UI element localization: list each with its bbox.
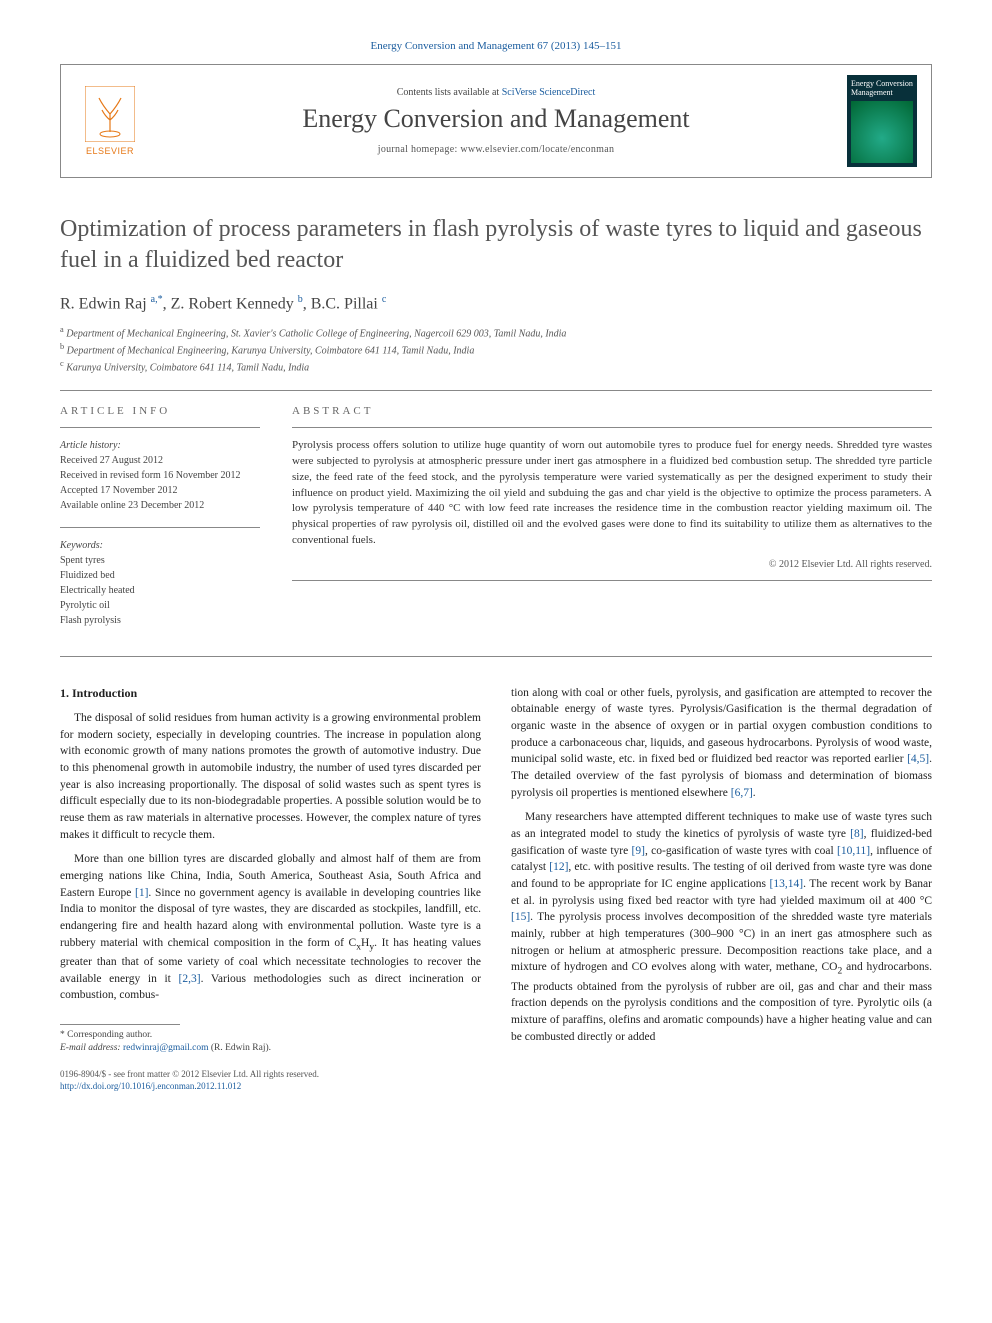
divider	[60, 427, 260, 428]
doi-link[interactable]: http://dx.doi.org/10.1016/j.enconman.201…	[60, 1081, 241, 1091]
article-info-heading: ARTICLE INFO	[60, 405, 260, 417]
keyword: Spent tyres	[60, 553, 260, 568]
citation-link[interactable]: [9]	[632, 845, 645, 857]
page-root: Energy Conversion and Management 67 (201…	[0, 0, 992, 1133]
citation-link[interactable]: [15]	[511, 911, 530, 923]
corr-email-link[interactable]: redwinraj@gmail.com	[123, 1043, 209, 1053]
history-group: Article history: Received 27 August 2012…	[60, 438, 260, 513]
affil-c: c Karunya University, Coimbatore 641 114…	[60, 358, 932, 375]
affil-c-text: Karunya University, Coimbatore 641 114, …	[66, 363, 309, 374]
affil-a: a Department of Mechanical Engineering, …	[60, 324, 932, 341]
affil-b: b Department of Mechanical Engineering, …	[60, 341, 932, 358]
corr-email-whom: (R. Edwin Raj).	[209, 1043, 272, 1053]
citation-link[interactable]: [2,3]	[179, 973, 201, 985]
citation-link[interactable]: [1]	[135, 887, 148, 899]
citation-link[interactable]: [4,5]	[907, 753, 929, 765]
keyword: Electrically heated	[60, 583, 260, 598]
divider	[292, 580, 932, 581]
body-para: More than one billion tyres are discarde…	[60, 851, 481, 1004]
footnote-rule	[60, 1024, 180, 1025]
corr-email-line: E-mail address: redwinraj@gmail.com (R. …	[60, 1042, 481, 1055]
body-para: The disposal of solid residues from huma…	[60, 710, 481, 843]
abstract-block: ABSTRACT Pyrolysis process offers soluti…	[292, 405, 932, 642]
elsevier-tree-icon	[85, 86, 135, 142]
body-two-column: 1. Introduction The disposal of solid re…	[60, 685, 932, 1056]
section-heading-intro: 1. Introduction	[60, 685, 481, 702]
col-left: 1. Introduction The disposal of solid re…	[60, 685, 481, 1056]
journal-name: Energy Conversion and Management	[161, 104, 831, 134]
history-label: Article history:	[60, 438, 260, 453]
abstract-copyright: © 2012 Elsevier Ltd. All rights reserved…	[292, 559, 932, 570]
cover-title: Energy Conversion Management	[851, 79, 913, 97]
divider	[60, 656, 932, 657]
author-list: R. Edwin Raj a,*, Z. Robert Kennedy b, B…	[60, 294, 932, 313]
contents-line: Contents lists available at SciVerse Sci…	[161, 87, 831, 98]
corresponding-author: * Corresponding author. E-mail address: …	[60, 1029, 481, 1056]
homepage-line: journal homepage: www.elsevier.com/locat…	[161, 144, 831, 155]
front-matter-line: 0196-8904/$ - see front matter © 2012 El…	[60, 1068, 932, 1081]
history-item: Received 27 August 2012	[60, 453, 260, 468]
citation-link[interactable]: [12]	[549, 861, 568, 873]
cover-image-icon	[851, 101, 913, 163]
citation-link[interactable]: [6,7]	[731, 787, 753, 799]
article-info: ARTICLE INFO Article history: Received 2…	[60, 405, 260, 642]
sciencedirect-link[interactable]: SciVerse ScienceDirect	[502, 87, 596, 98]
body-para: tion along with coal or other fuels, pyr…	[511, 685, 932, 802]
citation-link[interactable]: [8]	[850, 828, 863, 840]
journal-cover-thumb: Energy Conversion Management	[847, 75, 917, 167]
abstract-text: Pyrolysis process offers solution to uti…	[292, 438, 932, 550]
keywords-label: Keywords:	[60, 538, 260, 553]
running-head: Energy Conversion and Management 67 (201…	[60, 40, 932, 52]
keyword: Flash pyrolysis	[60, 613, 260, 628]
keyword: Fluidized bed	[60, 568, 260, 583]
keywords-group: Keywords: Spent tyres Fluidized bed Elec…	[60, 538, 260, 628]
body-para: Many researchers have attempted differen…	[511, 809, 932, 1045]
elsevier-wordmark: ELSEVIER	[86, 146, 134, 156]
contents-prefix: Contents lists available at	[397, 87, 502, 98]
journal-banner: ELSEVIER Contents lists available at Sci…	[60, 64, 932, 178]
affiliations: a Department of Mechanical Engineering, …	[60, 324, 932, 376]
history-item: Received in revised form 16 November 201…	[60, 468, 260, 483]
homepage-url: www.elsevier.com/locate/enconman	[460, 144, 614, 155]
elsevier-logo: ELSEVIER	[75, 82, 145, 160]
meta-row: ARTICLE INFO Article history: Received 2…	[60, 405, 932, 642]
affil-a-text: Department of Mechanical Engineering, St…	[66, 328, 566, 339]
divider	[292, 427, 932, 428]
col-right: tion along with coal or other fuels, pyr…	[511, 685, 932, 1056]
bottom-matter: 0196-8904/$ - see front matter © 2012 El…	[60, 1068, 932, 1093]
history-item: Available online 23 December 2012	[60, 498, 260, 513]
banner-center: Contents lists available at SciVerse Sci…	[161, 87, 831, 155]
citation-link[interactable]: [10,11]	[837, 845, 870, 857]
email-label: E-mail address:	[60, 1043, 123, 1053]
keyword: Pyrolytic oil	[60, 598, 260, 613]
history-item: Accepted 17 November 2012	[60, 483, 260, 498]
divider	[60, 527, 260, 528]
divider	[60, 390, 932, 391]
abstract-heading: ABSTRACT	[292, 405, 932, 417]
homepage-prefix: journal homepage:	[378, 144, 461, 155]
corr-star: * Corresponding author.	[60, 1029, 481, 1042]
affil-b-text: Department of Mechanical Engineering, Ka…	[67, 345, 475, 356]
article-title: Optimization of process parameters in fl…	[60, 214, 932, 276]
citation-link[interactable]: [13,14]	[770, 878, 804, 890]
